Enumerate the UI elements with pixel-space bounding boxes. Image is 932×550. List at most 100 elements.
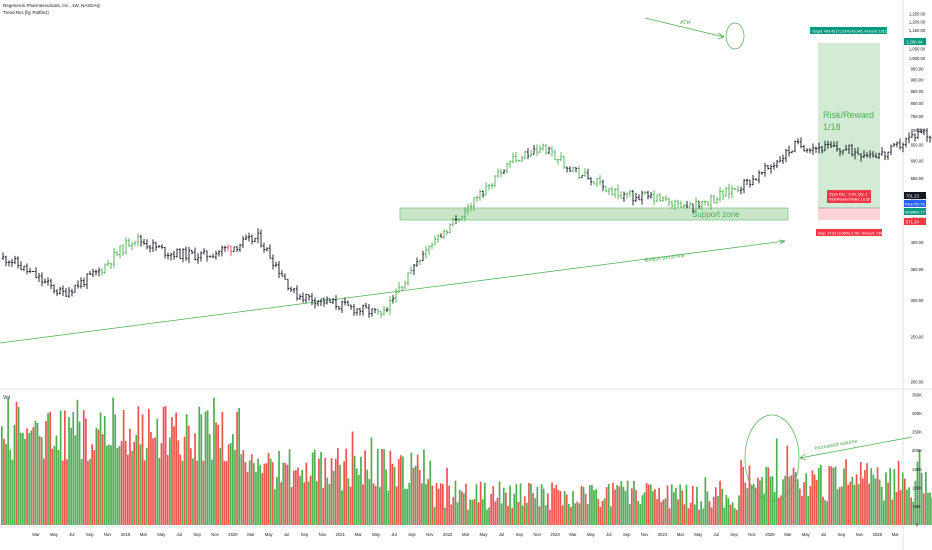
target-zone[interactable] bbox=[818, 43, 880, 208]
volume-bar bbox=[307, 481, 310, 525]
ohlc-bar bbox=[415, 257, 419, 267]
volume-bar bbox=[15, 401, 18, 525]
ohlc-bar bbox=[385, 307, 389, 313]
time-axis[interactable]: Mar May Jul Sep Nov 2019 Mar May Jul Sep Nov 2020 Ma… bbox=[32, 532, 899, 537]
volume-bar bbox=[771, 476, 774, 525]
volume-bar bbox=[263, 463, 266, 525]
volume-bar bbox=[878, 479, 881, 525]
volume-bar bbox=[761, 476, 763, 525]
volume-bar bbox=[351, 431, 354, 525]
volume-bar bbox=[253, 463, 255, 525]
time-axis-label: 2024 bbox=[658, 532, 668, 537]
ohlc-bar bbox=[430, 242, 434, 250]
ohlc-bar bbox=[160, 244, 164, 249]
time-axis-label: Nov bbox=[104, 532, 112, 537]
ohlc-bar bbox=[253, 237, 257, 243]
ohlc-bar bbox=[895, 141, 899, 148]
volume-bar bbox=[612, 482, 614, 525]
volume-bar bbox=[708, 501, 711, 525]
ohlc-bar bbox=[82, 277, 86, 287]
volume-bar bbox=[479, 481, 482, 525]
volume-bar bbox=[727, 498, 730, 525]
volume-bar bbox=[339, 464, 341, 525]
ohlc-bar bbox=[316, 299, 320, 307]
volume-bar bbox=[782, 479, 784, 525]
volume-bar bbox=[866, 463, 868, 525]
bullish-trend-line[interactable] bbox=[0, 240, 786, 344]
volume-bar bbox=[68, 417, 70, 525]
ohlc-bar bbox=[85, 273, 89, 290]
volume-bar bbox=[689, 502, 692, 525]
volume-bar bbox=[775, 438, 778, 525]
volume-bar bbox=[796, 479, 799, 525]
volume-bar bbox=[872, 474, 875, 525]
volume-bar bbox=[517, 501, 520, 525]
volume-bar bbox=[750, 485, 753, 525]
ohlc-bar bbox=[400, 286, 404, 292]
volume-bar bbox=[469, 499, 471, 525]
volume-bar bbox=[857, 484, 860, 525]
volume-bar bbox=[213, 397, 215, 525]
volume-bar bbox=[492, 485, 495, 525]
ohlc-bar bbox=[850, 143, 854, 157]
ohlc-bar bbox=[43, 278, 47, 284]
volume-bar bbox=[769, 476, 772, 525]
volume-bar bbox=[647, 484, 650, 525]
ohlc-bar bbox=[547, 146, 551, 155]
volume-bar bbox=[925, 471, 927, 525]
volume-bar bbox=[847, 484, 849, 525]
current-price-tag bbox=[904, 192, 926, 199]
volume-bar bbox=[885, 472, 887, 525]
volume-bar bbox=[330, 458, 333, 525]
volume-bar bbox=[240, 454, 243, 525]
volume-bar bbox=[70, 427, 72, 525]
target-price-tag bbox=[904, 38, 926, 45]
volume-bar bbox=[542, 488, 545, 525]
ohlc-bar bbox=[175, 248, 179, 258]
ohlc-bar bbox=[190, 250, 194, 255]
ohlc-bar bbox=[676, 200, 680, 209]
ohlc-bar bbox=[928, 135, 932, 143]
volume-bar bbox=[465, 483, 467, 525]
volume-bar bbox=[74, 435, 77, 525]
ohlc-bar bbox=[19, 261, 23, 270]
time-axis-label: May bbox=[265, 532, 274, 537]
volume-bar bbox=[687, 508, 690, 525]
volume-bar bbox=[811, 470, 814, 525]
time-axis-label: 2023 bbox=[550, 532, 560, 537]
ohlc-bar bbox=[289, 286, 293, 292]
ath-circle[interactable] bbox=[725, 22, 745, 50]
volume-arrow[interactable] bbox=[799, 436, 913, 459]
time-axis-label: 2025 bbox=[765, 532, 775, 537]
volume-bars bbox=[1, 397, 932, 525]
ohlc-bar bbox=[619, 191, 623, 199]
ohlc-bar bbox=[220, 245, 224, 257]
ohlc-bar bbox=[145, 239, 149, 250]
volume-axis-label: 350K bbox=[912, 393, 922, 398]
ohlc-bar bbox=[664, 195, 668, 201]
ohlc-bar bbox=[601, 179, 605, 192]
ohlc-bar bbox=[511, 152, 515, 164]
ath-arrow[interactable] bbox=[644, 17, 725, 38]
ohlc-bar bbox=[28, 267, 32, 274]
volume-bar bbox=[446, 467, 448, 525]
volume-bar bbox=[183, 436, 186, 525]
volume-bar bbox=[313, 449, 316, 525]
volume-bar bbox=[22, 432, 24, 525]
ohlc-bar bbox=[883, 151, 887, 161]
stop-zone[interactable] bbox=[818, 208, 880, 220]
support-zone[interactable] bbox=[399, 207, 789, 221]
volume-bar bbox=[486, 509, 488, 525]
ohlc-bar bbox=[691, 203, 695, 214]
volume-bar bbox=[841, 486, 843, 525]
ohlc-bar bbox=[223, 245, 227, 252]
ohlc-bar bbox=[721, 189, 725, 201]
ohlc-bar bbox=[205, 250, 209, 262]
volume-bar bbox=[498, 481, 501, 525]
ohlc-bar bbox=[727, 183, 731, 199]
volume-bar bbox=[198, 406, 201, 525]
volume-bar bbox=[901, 472, 904, 525]
ath-arrowhead bbox=[717, 32, 725, 40]
volume-bar bbox=[622, 486, 625, 525]
